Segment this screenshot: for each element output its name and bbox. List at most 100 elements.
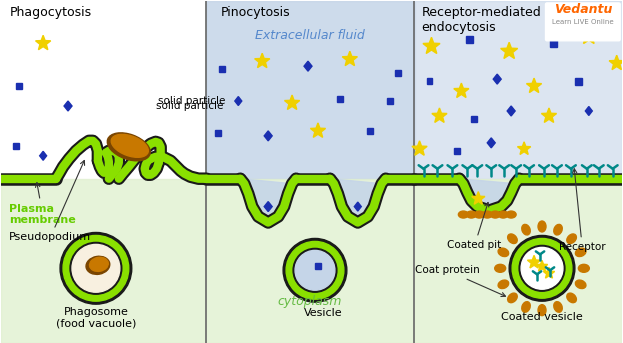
- Ellipse shape: [86, 256, 110, 274]
- Circle shape: [293, 248, 337, 292]
- Ellipse shape: [498, 211, 508, 218]
- Text: Pseudopodium: Pseudopodium: [9, 161, 92, 243]
- Bar: [337, 96, 343, 102]
- Polygon shape: [304, 61, 312, 71]
- Polygon shape: [432, 108, 447, 122]
- Text: Pinocytosis: Pinocytosis: [221, 7, 290, 20]
- Polygon shape: [342, 51, 358, 66]
- Circle shape: [286, 241, 344, 299]
- Text: Phagocytosis: Phagocytosis: [9, 7, 92, 20]
- Polygon shape: [255, 53, 270, 68]
- Text: Learn LIVE Online: Learn LIVE Online: [552, 19, 614, 25]
- Ellipse shape: [567, 234, 576, 244]
- Circle shape: [72, 245, 120, 292]
- Polygon shape: [264, 202, 272, 212]
- Ellipse shape: [538, 305, 546, 316]
- Polygon shape: [423, 37, 440, 54]
- Polygon shape: [285, 95, 300, 109]
- Polygon shape: [454, 83, 469, 97]
- Circle shape: [60, 233, 131, 304]
- Polygon shape: [459, 179, 515, 211]
- Bar: [16, 83, 22, 89]
- Text: Extracellular fluid: Extracellular fluid: [255, 29, 365, 42]
- Polygon shape: [64, 101, 72, 111]
- Polygon shape: [354, 202, 361, 211]
- FancyBboxPatch shape: [546, 3, 620, 41]
- Bar: [472, 116, 477, 122]
- Polygon shape: [507, 106, 515, 116]
- Bar: [414, 1, 622, 179]
- Circle shape: [295, 250, 335, 290]
- Bar: [216, 130, 221, 136]
- Ellipse shape: [554, 302, 563, 312]
- Text: Phagosome
(food vacuole): Phagosome (food vacuole): [55, 307, 136, 329]
- Circle shape: [63, 235, 129, 301]
- Polygon shape: [580, 27, 597, 44]
- Ellipse shape: [459, 211, 468, 218]
- Polygon shape: [235, 96, 242, 106]
- Text: Receptor: Receptor: [559, 169, 606, 252]
- Circle shape: [70, 243, 122, 294]
- Circle shape: [521, 247, 563, 289]
- Text: Coat protein: Coat protein: [414, 265, 505, 296]
- Ellipse shape: [498, 280, 508, 288]
- Ellipse shape: [522, 224, 530, 235]
- Polygon shape: [528, 256, 541, 268]
- Text: solid particle: solid particle: [158, 96, 225, 106]
- Bar: [1, 179, 622, 343]
- Polygon shape: [541, 108, 556, 122]
- Polygon shape: [493, 74, 501, 84]
- Polygon shape: [586, 107, 592, 116]
- Text: Vesicle: Vesicle: [303, 308, 342, 318]
- Bar: [367, 128, 373, 134]
- Ellipse shape: [467, 211, 477, 218]
- Bar: [394, 70, 401, 76]
- Polygon shape: [518, 142, 531, 154]
- Polygon shape: [543, 267, 554, 278]
- Polygon shape: [526, 78, 541, 93]
- Ellipse shape: [107, 133, 150, 161]
- Text: solid particle: solid particle: [156, 101, 223, 111]
- Polygon shape: [487, 138, 495, 148]
- Polygon shape: [472, 192, 485, 204]
- Bar: [454, 148, 460, 154]
- Ellipse shape: [576, 280, 586, 288]
- Circle shape: [519, 245, 565, 291]
- Bar: [551, 40, 558, 47]
- Bar: [13, 143, 19, 149]
- Ellipse shape: [554, 224, 563, 235]
- Polygon shape: [310, 123, 326, 137]
- Polygon shape: [609, 55, 623, 70]
- Polygon shape: [36, 35, 50, 50]
- Text: cytoplasm: cytoplasm: [278, 295, 342, 308]
- Ellipse shape: [506, 211, 516, 218]
- Ellipse shape: [508, 293, 517, 303]
- Bar: [387, 98, 392, 104]
- Bar: [427, 78, 432, 84]
- Text: Vedantu: Vedantu: [554, 3, 612, 16]
- Polygon shape: [536, 260, 548, 271]
- Ellipse shape: [508, 234, 517, 244]
- Text: Coated pit: Coated pit: [447, 202, 502, 250]
- Text: Plasma
membrane: Plasma membrane: [9, 183, 76, 225]
- Ellipse shape: [495, 264, 506, 272]
- Bar: [219, 66, 226, 72]
- Ellipse shape: [522, 302, 530, 312]
- Ellipse shape: [90, 257, 108, 271]
- Bar: [576, 78, 583, 85]
- Polygon shape: [501, 42, 518, 59]
- Bar: [466, 36, 473, 43]
- Polygon shape: [264, 131, 272, 141]
- Ellipse shape: [490, 211, 500, 218]
- Ellipse shape: [567, 293, 576, 303]
- Bar: [315, 263, 321, 269]
- Text: Coated vesicle: Coated vesicle: [501, 312, 583, 322]
- Bar: [206, 1, 414, 179]
- Polygon shape: [330, 179, 382, 223]
- Ellipse shape: [578, 264, 589, 272]
- Ellipse shape: [482, 211, 492, 218]
- Polygon shape: [240, 179, 292, 223]
- Polygon shape: [40, 151, 47, 160]
- Ellipse shape: [112, 134, 148, 157]
- Ellipse shape: [538, 221, 546, 232]
